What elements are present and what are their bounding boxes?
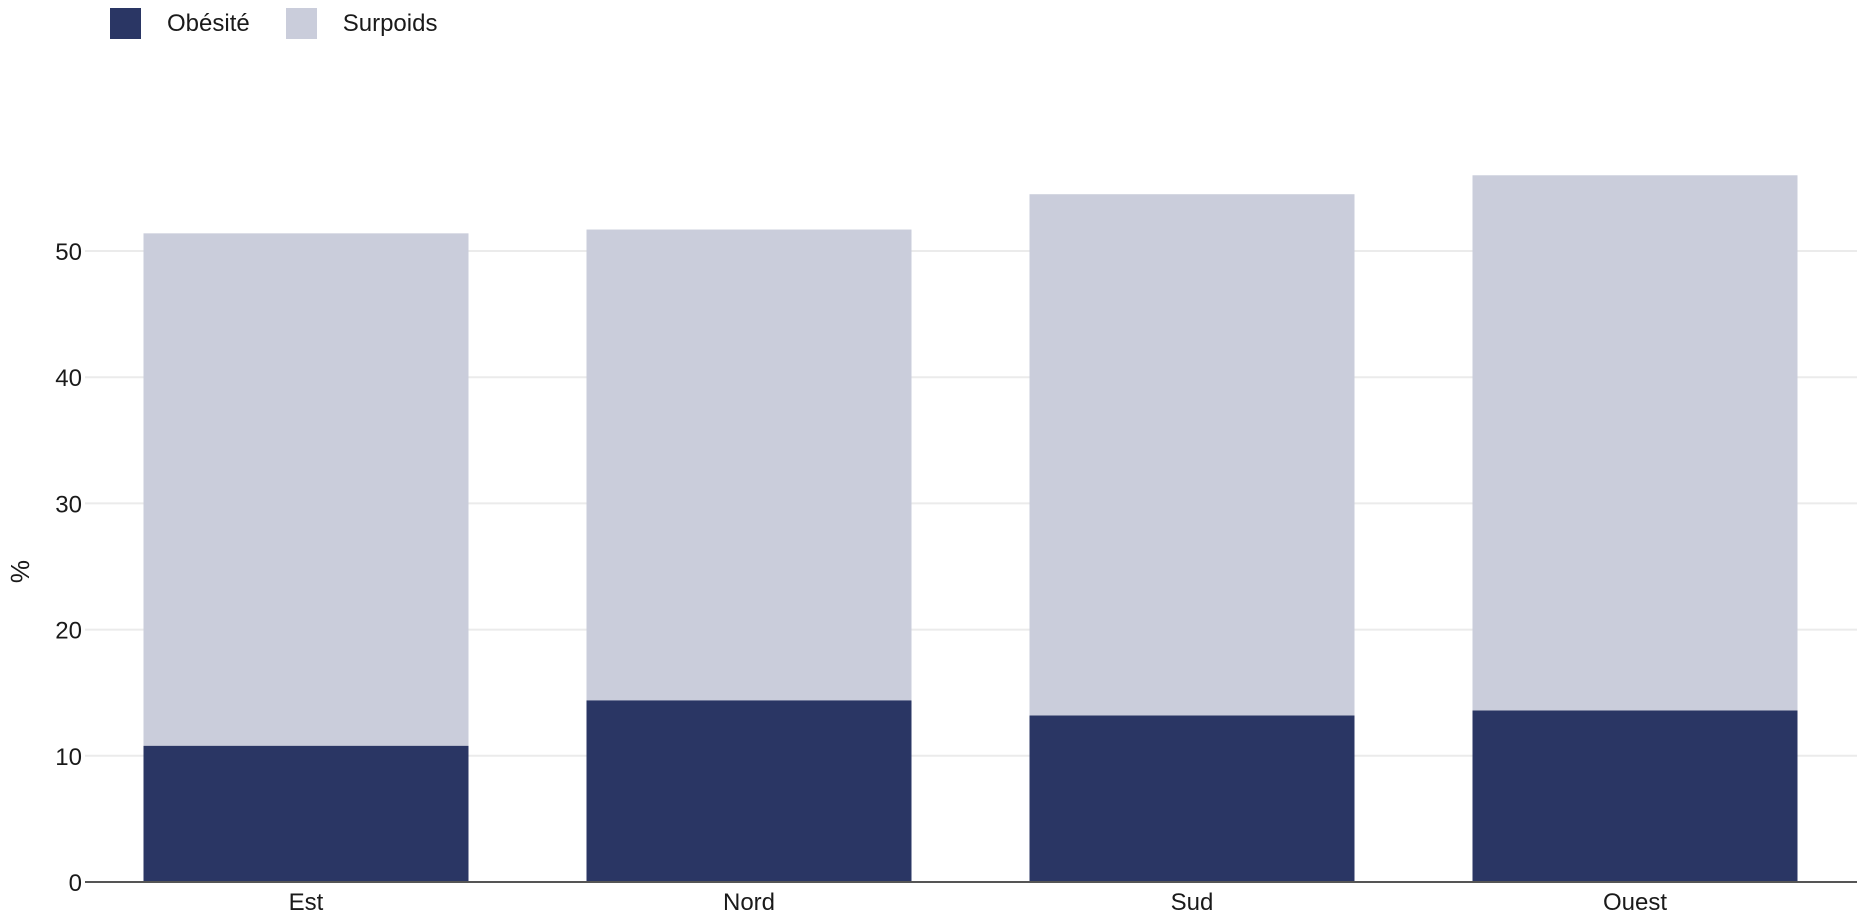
bar-sud-surpoids <box>1029 194 1355 716</box>
y-tick-label: 50 <box>55 239 82 266</box>
bar-sud-obesite <box>1029 715 1355 882</box>
legend-item-obesite: Obésité <box>110 8 250 39</box>
y-tick-label: 10 <box>55 744 82 771</box>
legend-label-obesite: Obésité <box>167 10 250 37</box>
y-axis-ticks: 0 10 20 30 40 50 <box>55 239 82 897</box>
legend: Obésité Surpoids <box>110 8 473 39</box>
legend-item-surpoids: Surpoids <box>285 8 438 39</box>
x-axis-ticks: Est Nord Sud Ouest <box>289 889 1668 916</box>
legend-swatch-obesite <box>110 8 141 39</box>
bar-nord-obesite <box>586 700 912 882</box>
x-tick-label-est: Est <box>289 889 324 916</box>
bar-ouest-surpoids <box>1472 175 1798 711</box>
y-axis-title: % <box>5 560 35 583</box>
y-tick-label: 30 <box>55 491 82 518</box>
bar-nord-surpoids <box>586 229 912 701</box>
bar-est-obesite <box>143 745 469 882</box>
bar-est-surpoids <box>143 233 469 746</box>
bar-ouest-obesite <box>1472 710 1798 882</box>
legend-label-surpoids: Surpoids <box>342 10 438 37</box>
legend-swatch-surpoids <box>285 8 317 39</box>
x-tick-label-sud: Sud <box>1171 889 1214 916</box>
x-tick-label-nord: Nord <box>723 889 775 916</box>
x-tick-label-ouest: Ouest <box>1603 889 1667 916</box>
y-tick-label: 40 <box>55 365 82 392</box>
y-tick-label: 0 <box>69 870 82 897</box>
y-tick-label: 20 <box>55 618 82 645</box>
bars <box>143 175 1798 882</box>
